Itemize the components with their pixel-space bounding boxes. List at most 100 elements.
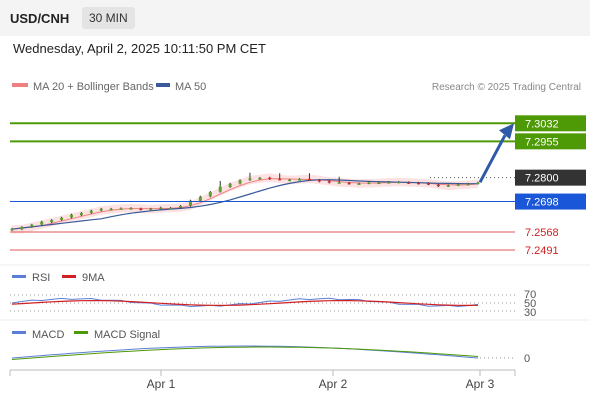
candle-body	[347, 182, 351, 185]
candle-body	[317, 180, 321, 182]
candle-body	[69, 214, 73, 218]
candle	[407, 181, 411, 184]
candle	[268, 176, 272, 180]
rsi-legend-label: RSI	[32, 272, 50, 284]
candle-body	[159, 207, 163, 210]
candle	[50, 219, 54, 224]
candle-body	[466, 183, 470, 186]
candle-body	[456, 184, 460, 186]
candle-body	[228, 183, 232, 188]
level-badge	[515, 115, 586, 132]
candle	[129, 207, 133, 210]
macd-legend-label: MACD	[32, 329, 64, 341]
candle-body	[99, 208, 103, 211]
macd-line	[11, 345, 479, 359]
ma20-legend-swatch	[12, 83, 28, 87]
candle-body	[149, 208, 153, 211]
level-label: 7.2698	[525, 197, 559, 209]
x-tick-label: Apr 2	[319, 377, 348, 391]
candle-body	[89, 210, 93, 213]
candle	[89, 209, 93, 214]
candle	[99, 207, 103, 212]
candle-body	[357, 183, 361, 186]
candle-body	[417, 182, 421, 185]
candle-body	[367, 182, 371, 184]
candle	[238, 179, 242, 185]
candle	[456, 183, 460, 187]
ma20-legend-label: MA 20 + Bollinger Bands	[33, 81, 154, 93]
candle	[198, 195, 202, 203]
candle	[69, 213, 73, 219]
candle-body	[198, 196, 202, 202]
candle	[367, 181, 371, 185]
candle	[426, 182, 430, 186]
rsi-ma-legend-swatch	[62, 275, 76, 278]
candle	[218, 180, 222, 193]
candle	[79, 212, 83, 217]
candle	[387, 181, 391, 184]
candle-body	[238, 180, 242, 184]
candle	[159, 206, 163, 210]
header-bar: USD/CNH 30 MIN	[0, 0, 590, 36]
candle	[298, 178, 302, 181]
candle	[10, 227, 14, 232]
ma50-line	[11, 179, 478, 230]
rsi-30-label: 30	[524, 307, 536, 319]
level-label: 7.2955	[525, 136, 559, 148]
candle-body	[30, 224, 34, 227]
candle	[357, 182, 361, 186]
rsi-ma-legend-label: 9MA	[82, 272, 105, 284]
level-label: 7.2491	[525, 245, 559, 257]
candle-body	[119, 208, 123, 210]
bollinger-band	[12, 173, 478, 234]
candle-body	[446, 185, 450, 187]
symbol-label: USD/CNH	[10, 11, 70, 26]
candle-body	[208, 191, 212, 197]
candle-body	[307, 178, 311, 181]
candle-body	[218, 186, 222, 192]
candle-body	[20, 227, 24, 230]
candle	[317, 179, 321, 183]
candle-body	[258, 177, 262, 180]
candle-body	[377, 182, 381, 185]
macd-signal-legend-swatch	[74, 331, 88, 334]
macd-signal-legend-label: MACD Signal	[94, 329, 160, 341]
candle-body	[397, 181, 401, 184]
candle	[208, 191, 212, 198]
level-badge	[515, 133, 586, 150]
candle	[139, 207, 143, 211]
x-tick-label: Apr 3	[466, 377, 495, 391]
ma50-legend-swatch	[156, 83, 170, 87]
x-tick-label: Apr 1	[147, 377, 176, 391]
datetime-label: Wednesday, April 2, 2025 10:11:50 PM CET	[13, 41, 266, 56]
macd-zero-label: 0	[524, 353, 530, 365]
rsi-50-label: 50	[524, 298, 536, 310]
rsi-line	[11, 297, 479, 308]
candle-body	[129, 208, 133, 210]
price-layer	[10, 172, 480, 234]
projection-arrowhead	[499, 123, 514, 140]
timeframe-badge[interactable]: 30 MIN	[82, 7, 135, 29]
candle	[307, 173, 311, 181]
candle-body	[278, 178, 282, 181]
candle	[258, 176, 262, 180]
candle	[188, 199, 192, 207]
level-label: 7.2800	[525, 173, 559, 185]
levels-layer: 7.3032 7.2955 7.2800 7.2698 7.2568 7.2491	[10, 115, 586, 257]
candle-body	[268, 177, 272, 180]
candle-body	[139, 208, 143, 211]
candle	[347, 181, 351, 185]
candle	[466, 182, 470, 186]
candle-body	[109, 208, 113, 211]
candle-body	[436, 184, 440, 187]
candle	[40, 220, 44, 226]
candle	[417, 181, 421, 185]
candle	[436, 183, 440, 188]
level-badge	[515, 193, 586, 210]
candle	[169, 206, 173, 210]
candle	[377, 181, 381, 185]
credit-label: Research © 2025 Trading Central	[432, 82, 581, 93]
rsi-ma-line	[11, 300, 479, 307]
candle-body	[476, 182, 480, 185]
